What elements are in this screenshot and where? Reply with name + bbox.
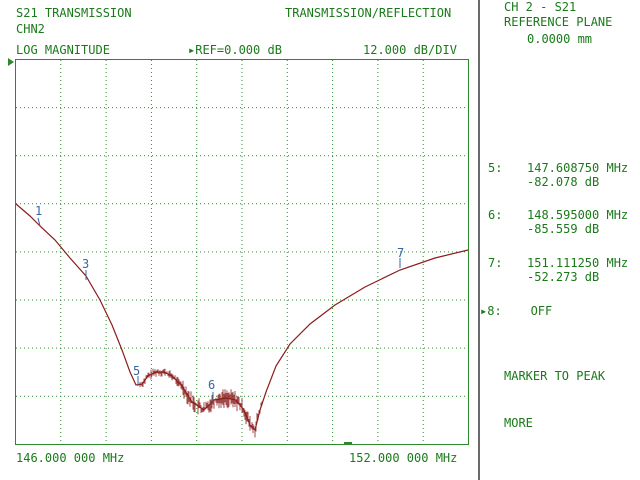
panel-channel-title: CH 2 - S21 bbox=[504, 0, 577, 14]
marker-6-number: 6: bbox=[488, 208, 503, 222]
marker-1-tick bbox=[37, 217, 41, 227]
marker-6-frequency: 148.595000 MHz bbox=[527, 208, 629, 222]
marker-7-magnitude: -52.273 dB bbox=[527, 270, 600, 284]
trace-marker-1: 1 bbox=[35, 204, 43, 218]
marker-7-number: 7: bbox=[488, 256, 503, 270]
panel-reference-plane-label: REFERENCE PLANE bbox=[504, 15, 613, 29]
gridlines bbox=[16, 60, 468, 444]
marker-5-frequency: 147.608750 MHz bbox=[527, 161, 629, 175]
trace-marker-6: 6 bbox=[208, 378, 216, 392]
panel-reference-plane-value: 0.0000 mm bbox=[527, 32, 593, 46]
plot-border bbox=[15, 59, 469, 445]
marker-6-magnitude: -85.559 dB bbox=[527, 222, 600, 236]
channel-label: CHN2 bbox=[16, 22, 45, 36]
marker-5-number: 5: bbox=[488, 161, 503, 175]
scale-label: 12.000 dB/DIV bbox=[363, 43, 457, 57]
softkey-more[interactable]: MORE bbox=[504, 416, 533, 430]
panel-divider bbox=[478, 0, 480, 480]
trace-marker-7: 7 bbox=[397, 246, 405, 260]
softkey-marker-8-off[interactable]: ▸8: OFF bbox=[480, 304, 553, 318]
trace-noise bbox=[139, 368, 263, 438]
trace-marker-5: 5 bbox=[133, 364, 141, 378]
ref-level-arrow bbox=[8, 58, 14, 66]
marker-5-magnitude: -82.078 dB bbox=[527, 175, 600, 189]
graticule bbox=[8, 58, 469, 445]
format-label: LOG MAGNITUDE bbox=[16, 43, 110, 57]
mode-label: TRANSMISSION/REFLECTION bbox=[285, 6, 452, 20]
start-frequency: 146.000 000 MHz bbox=[16, 451, 125, 465]
parameter-label: S21 TRANSMISSION bbox=[16, 6, 132, 20]
marker-7-frequency: 151.111250 MHz bbox=[527, 256, 629, 270]
softkey-marker-to-peak[interactable]: MARKER TO PEAK bbox=[504, 369, 606, 383]
reference-level: ▸REF=0.000 dB bbox=[188, 43, 282, 57]
stop-frequency: 152.000 000 MHz bbox=[349, 451, 458, 465]
trace-marker-3: 3 bbox=[82, 257, 90, 271]
